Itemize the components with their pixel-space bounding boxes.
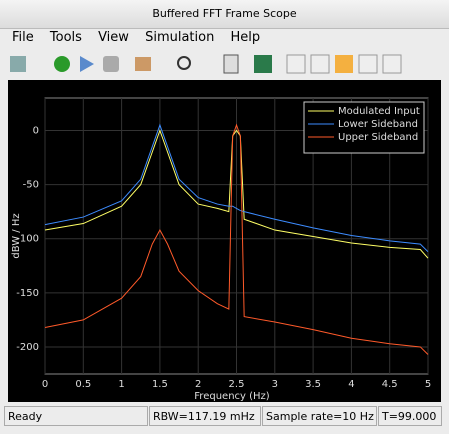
tool-button[interactable] bbox=[223, 54, 239, 74]
x-tick-label: 0 bbox=[42, 379, 48, 390]
y-tick-label: -150 bbox=[16, 288, 39, 299]
menu-item[interactable]: Tools bbox=[49, 30, 82, 45]
menu-bar: File Tools View Simulation Help bbox=[0, 28, 449, 48]
legend-label: Lower Sideband bbox=[338, 119, 418, 130]
x-tick-label: 3.5 bbox=[305, 379, 321, 390]
line-series bbox=[44, 123, 429, 355]
status: T=99.000 bbox=[378, 406, 442, 426]
tool-button[interactable] bbox=[135, 57, 151, 71]
x-tick-label: 5 bbox=[425, 379, 431, 390]
title-bar: Buffered FFT Frame Scope bbox=[0, 0, 449, 29]
x-tick-label: 2 bbox=[195, 379, 201, 390]
y-tick-label: -200 bbox=[16, 342, 39, 353]
x-tick-label: 0.5 bbox=[75, 379, 91, 390]
tool-button[interactable] bbox=[80, 56, 94, 72]
x-tick-label: 4 bbox=[348, 379, 354, 390]
status: Ready bbox=[4, 406, 148, 426]
line-series bbox=[44, 123, 429, 253]
x-tick-label: 1.5 bbox=[152, 379, 168, 390]
x-tick-label: 1 bbox=[118, 379, 124, 390]
tool-button[interactable] bbox=[358, 54, 378, 74]
y-tick-label: -100 bbox=[16, 234, 39, 245]
tool-button[interactable] bbox=[254, 55, 272, 73]
x-axis-label: Frequency (Hz) bbox=[194, 391, 270, 402]
tool-button[interactable] bbox=[177, 56, 191, 70]
menu-item[interactable]: File bbox=[12, 30, 34, 45]
tool-button[interactable] bbox=[10, 56, 26, 72]
tool-button[interactable] bbox=[310, 54, 330, 74]
chart: Frequency (Hz) dBW / Hz 0 0.5 1 1.5 2 2.5 3 3.5… bbox=[8, 80, 441, 402]
status: Sample rate=10 Hz bbox=[262, 406, 377, 426]
y-tick-label: -50 bbox=[23, 180, 39, 191]
y-tick-label: 0 bbox=[33, 125, 39, 136]
toolbar bbox=[10, 54, 402, 74]
y-axis-label: dBW / Hz bbox=[11, 213, 22, 258]
tool-button[interactable] bbox=[103, 56, 119, 72]
x-tick-label: 4.5 bbox=[382, 379, 398, 390]
line-series bbox=[44, 128, 429, 259]
tool-button[interactable] bbox=[286, 54, 306, 74]
legend-label: Upper Sideband bbox=[338, 132, 418, 143]
tool-button[interactable] bbox=[54, 56, 70, 72]
x-tick-label: 3 bbox=[272, 379, 278, 390]
legend-label: Modulated Input bbox=[338, 106, 420, 117]
menu-item[interactable]: Simulation bbox=[145, 30, 215, 45]
tool-button[interactable] bbox=[382, 54, 402, 74]
tool-button[interactable] bbox=[335, 55, 353, 73]
status: RBW=117.19 mHz bbox=[149, 406, 261, 426]
menu-item[interactable]: Help bbox=[230, 30, 261, 45]
x-tick-label: 2.5 bbox=[229, 379, 245, 390]
menu-item[interactable]: View bbox=[98, 30, 129, 45]
